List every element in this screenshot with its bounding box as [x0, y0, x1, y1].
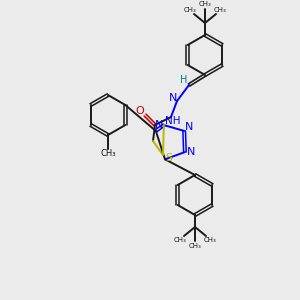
Text: CH₃: CH₃: [184, 7, 196, 13]
Text: N: N: [185, 122, 194, 132]
Text: N: N: [154, 120, 163, 130]
Text: N: N: [169, 93, 177, 103]
Text: CH₃: CH₃: [100, 149, 116, 158]
Text: N: N: [187, 147, 195, 157]
Text: O: O: [136, 106, 144, 116]
Text: H: H: [180, 75, 188, 85]
Text: CH₃: CH₃: [199, 1, 212, 7]
Text: NH: NH: [165, 116, 181, 126]
Text: S: S: [165, 153, 172, 163]
Text: CH₃: CH₃: [189, 243, 201, 249]
Text: CH₃: CH₃: [214, 7, 226, 13]
Text: CH₃: CH₃: [174, 237, 186, 243]
Text: CH₃: CH₃: [204, 237, 216, 243]
